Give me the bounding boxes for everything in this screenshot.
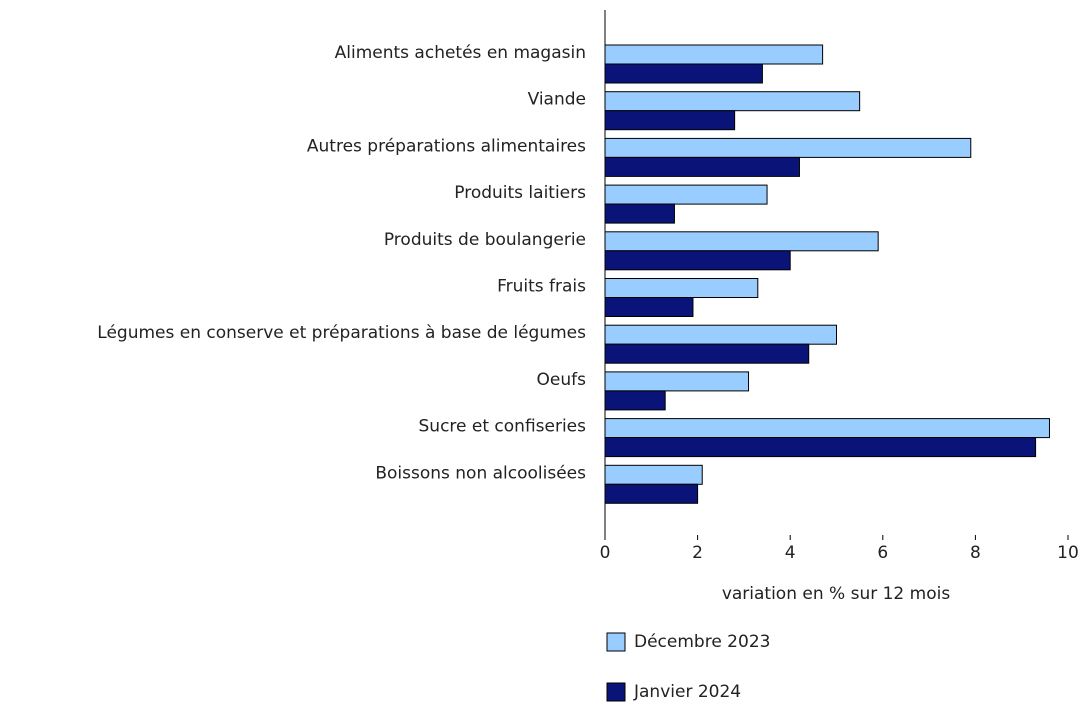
y-tick-label: Fruits frais (497, 277, 586, 297)
y-tick-label: Produits de boulangerie (384, 230, 586, 250)
legend-label: Décembre 2023 (634, 632, 770, 652)
bar (604, 110, 736, 131)
y-tick-label: Oeufs (537, 370, 587, 390)
y-tick-label: Légumes en conserve et préparations à ba… (97, 323, 586, 343)
bar (604, 324, 837, 345)
bar (604, 483, 699, 504)
y-tick-label: Produits laitiers (454, 183, 586, 203)
legend-label: Janvier 2024 (633, 682, 741, 702)
bar (604, 343, 810, 364)
bar (604, 278, 759, 298)
x-axis-label: variation en % sur 12 mois (722, 584, 951, 604)
bar (604, 390, 666, 411)
bar (604, 418, 1050, 439)
bar (604, 63, 763, 84)
x-tick-label: 4 (785, 543, 796, 563)
bar (604, 203, 675, 224)
bar (604, 137, 972, 158)
y-tick-label: Autres préparations alimentaires (307, 136, 586, 156)
x-tick-label: 6 (877, 543, 888, 563)
y-tick-label: Viande (528, 90, 586, 110)
legend-swatch (606, 682, 626, 702)
x-tick-label: 0 (600, 543, 611, 563)
x-tick-label: 2 (692, 543, 703, 563)
bar (604, 464, 703, 485)
bar (604, 371, 750, 392)
bar (604, 297, 694, 317)
bar (604, 156, 800, 177)
y-tick-label: Sucre et confiseries (419, 417, 587, 437)
legend-swatch (606, 632, 626, 652)
y-tick-label: Boissons non alcoolisées (375, 463, 586, 483)
bar (604, 91, 861, 112)
bar (604, 184, 768, 205)
bar (604, 44, 824, 65)
bar (604, 250, 791, 271)
x-tick-label: 10 (1057, 543, 1079, 563)
x-tick-label: 8 (970, 543, 981, 563)
y-tick-label: Aliments achetés en magasin (335, 43, 586, 63)
bar (604, 231, 879, 252)
bar (604, 437, 1037, 458)
